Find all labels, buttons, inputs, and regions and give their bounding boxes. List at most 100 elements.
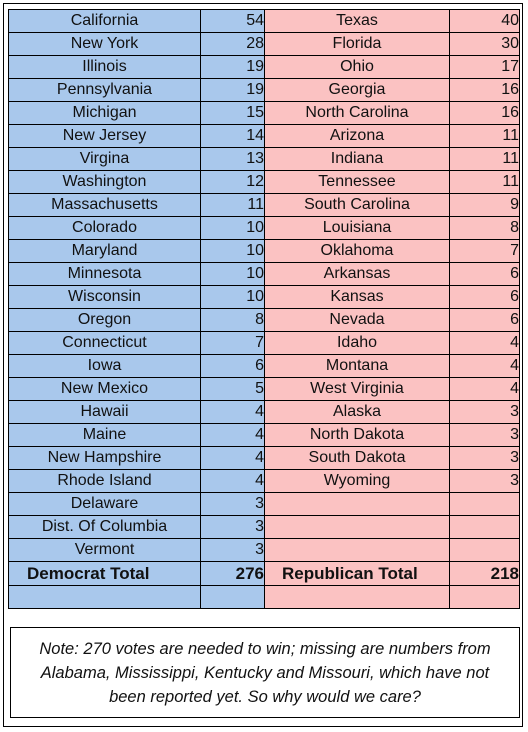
republican-state-cell: Kansas <box>264 285 450 309</box>
democrat-state-cell: Maryland <box>8 239 201 263</box>
democrat-state-cell: Colorado <box>8 216 201 240</box>
table-row: Iowa 6 Montana 4 <box>8 354 520 378</box>
democrat-votes-cell: 54 <box>200 9 265 33</box>
empty-row <box>8 585 520 609</box>
democrat-state-cell: Dist. Of Columbia <box>8 515 201 539</box>
democrat-votes-cell: 14 <box>200 124 265 148</box>
table-row: New Jersey 14 Arizona 11 <box>8 124 520 148</box>
republican-votes-cell: 16 <box>449 101 520 125</box>
democrat-votes-cell: 11 <box>200 193 265 217</box>
table-row: Wisconsin 10 Kansas 6 <box>8 285 520 309</box>
table-row: New Mexico 5 West Virginia 4 <box>8 377 520 401</box>
republican-state-cell <box>264 515 450 539</box>
republican-state-cell: Florida <box>264 32 450 56</box>
republican-total-value: 218 <box>449 561 520 586</box>
democrat-state-cell: Hawaii <box>8 400 201 424</box>
democrat-state-cell: Delaware <box>8 492 201 516</box>
republican-state-cell: Tennessee <box>264 170 450 194</box>
republican-state-cell: Oklahoma <box>264 239 450 263</box>
democrat-votes-cell: 12 <box>200 170 265 194</box>
democrat-votes-cell: 5 <box>200 377 265 401</box>
republican-state-cell: Georgia <box>264 78 450 102</box>
democrat-votes-cell: 19 <box>200 55 265 79</box>
republican-total-label: Republican Total <box>264 561 450 586</box>
table-row: Pennsylvania 19 Georgia 16 <box>8 78 520 102</box>
democrat-votes-cell: 10 <box>200 262 265 286</box>
table-row: Delaware 3 <box>8 492 520 516</box>
republican-state-cell: North Dakota <box>264 423 450 447</box>
republican-state-cell: Arizona <box>264 124 450 148</box>
republican-votes-cell: 30 <box>449 32 520 56</box>
totals-row: Democrat Total 276 Republican Total 218 <box>8 561 520 586</box>
democrat-votes-cell: 4 <box>200 423 265 447</box>
table-body: California 54 Texas 40 New York 28 Florida 30 Il… <box>8 9 520 609</box>
republican-votes-cell <box>449 515 520 539</box>
democrat-empty-cell <box>200 585 265 609</box>
table-row: Rhode Island 4 Wyoming 3 <box>8 469 520 493</box>
table-row: Washington 12 Tennessee 11 <box>8 170 520 194</box>
republican-state-cell: Louisiana <box>264 216 450 240</box>
democrat-state-cell: California <box>8 9 201 33</box>
democrat-votes-cell: 6 <box>200 354 265 378</box>
table-row: Hawaii 4 Alaska 3 <box>8 400 520 424</box>
republican-votes-cell: 9 <box>449 193 520 217</box>
democrat-empty-cell <box>8 585 201 609</box>
table-row: New York 28 Florida 30 <box>8 32 520 56</box>
republican-state-cell: West Virginia <box>264 377 450 401</box>
republican-votes-cell <box>449 538 520 562</box>
republican-state-cell: South Dakota <box>264 446 450 470</box>
table-row: Illinois 19 Ohio 17 <box>8 55 520 79</box>
table-row: Minnesota 10 Arkansas 6 <box>8 262 520 286</box>
republican-state-cell: Texas <box>264 9 450 33</box>
table-row: Oregon 8 Nevada 6 <box>8 308 520 332</box>
republican-state-cell: Idaho <box>264 331 450 355</box>
democrat-state-cell: Minnesota <box>8 262 201 286</box>
republican-state-cell: Montana <box>264 354 450 378</box>
democrat-state-cell: Washington <box>8 170 201 194</box>
democrat-votes-cell: 8 <box>200 308 265 332</box>
democrat-votes-cell: 10 <box>200 239 265 263</box>
republican-votes-cell: 4 <box>449 331 520 355</box>
republican-empty-cell <box>449 585 520 609</box>
democrat-state-cell: New Hampshire <box>8 446 201 470</box>
republican-votes-cell <box>449 492 520 516</box>
table-row: Massachusetts 11 South Carolina 9 <box>8 193 520 217</box>
democrat-votes-cell: 10 <box>200 285 265 309</box>
democrat-state-cell: Massachusetts <box>8 193 201 217</box>
democrat-state-cell: Virgina <box>8 147 201 171</box>
table-row: California 54 Texas 40 <box>8 9 520 33</box>
republican-votes-cell: 6 <box>449 262 520 286</box>
republican-votes-cell: 11 <box>449 124 520 148</box>
democrat-votes-cell: 10 <box>200 216 265 240</box>
table-row: Michigan 15 North Carolina 16 <box>8 101 520 125</box>
republican-empty-cell <box>264 585 450 609</box>
republican-votes-cell: 11 <box>449 147 520 171</box>
democrat-state-cell: New York <box>8 32 201 56</box>
republican-state-cell: Arkansas <box>264 262 450 286</box>
table-row: Virgina 13 Indiana 11 <box>8 147 520 171</box>
democrat-total-label: Democrat Total <box>8 561 201 586</box>
democrat-state-cell: Connecticut <box>8 331 201 355</box>
democrat-total-value: 276 <box>200 561 265 586</box>
democrat-state-cell: Wisconsin <box>8 285 201 309</box>
republican-votes-cell: 3 <box>449 400 520 424</box>
democrat-votes-cell: 3 <box>200 538 265 562</box>
republican-votes-cell: 4 <box>449 354 520 378</box>
note-box: Note: 270 votes are needed to win; missi… <box>10 627 520 718</box>
republican-state-cell: North Carolina <box>264 101 450 125</box>
table-row: Vermont 3 <box>8 538 520 562</box>
republican-votes-cell: 7 <box>449 239 520 263</box>
democrat-votes-cell: 3 <box>200 515 265 539</box>
democrat-votes-cell: 7 <box>200 331 265 355</box>
republican-votes-cell: 6 <box>449 308 520 332</box>
republican-state-cell: South Carolina <box>264 193 450 217</box>
republican-votes-cell: 3 <box>449 423 520 447</box>
democrat-votes-cell: 4 <box>200 400 265 424</box>
republican-votes-cell: 16 <box>449 78 520 102</box>
republican-state-cell: Ohio <box>264 55 450 79</box>
republican-votes-cell: 4 <box>449 377 520 401</box>
democrat-state-cell: Oregon <box>8 308 201 332</box>
table-row: Colorado 10 Louisiana 8 <box>8 216 520 240</box>
table-row: New Hampshire 4 South Dakota 3 <box>8 446 520 470</box>
democrat-state-cell: Pennsylvania <box>8 78 201 102</box>
